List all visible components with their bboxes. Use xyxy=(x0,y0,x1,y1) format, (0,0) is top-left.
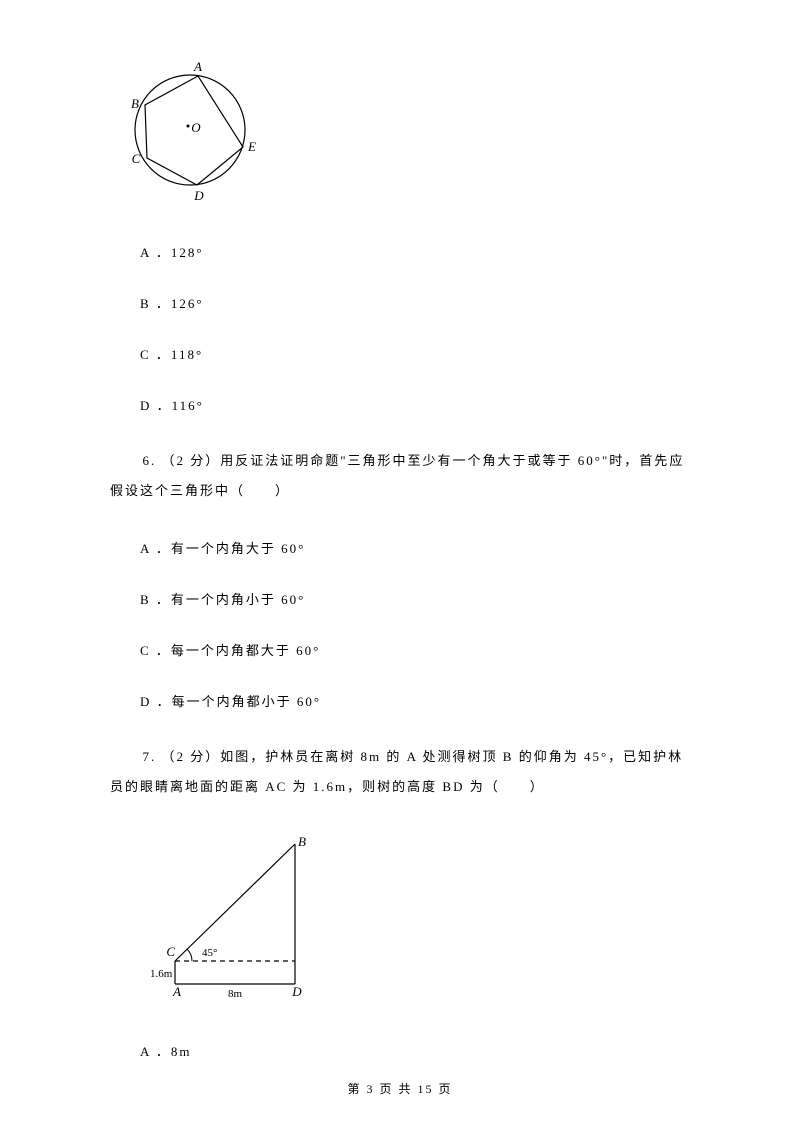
page-footer: 第 3 页 共 15 页 xyxy=(0,1080,800,1097)
option-6-A: A ．有一个内角大于 60° xyxy=(140,538,690,557)
label-width: 8m xyxy=(228,988,243,1000)
option-5-C: C ．118° xyxy=(140,344,690,363)
figure-5-pentagon-circle: A B C D E O xyxy=(110,50,690,210)
label-angle: 45° xyxy=(202,947,217,959)
question-7: 7. （2 分）如图，护林员在离树 8m 的 A 处测得树顶 B 的仰角为 45… xyxy=(110,742,690,802)
label-D: D xyxy=(291,984,302,999)
label-E: E xyxy=(247,139,256,154)
question-6: 6. （2 分）用反证法证明命题"三角形中至少有一个角大于或等于 60°"时，首… xyxy=(110,446,690,506)
option-5-B: B ．126° xyxy=(140,293,690,312)
figure-7-triangle: 45° C B 1.6m A 8m D xyxy=(140,834,690,1009)
pentagon-circle-svg: A B C D E O xyxy=(110,50,270,205)
label-A: A xyxy=(172,984,181,999)
option-5-D: D ．116° xyxy=(140,395,690,414)
label-B: B xyxy=(131,96,139,111)
triangle-svg: 45° C B 1.6m A 8m D xyxy=(140,834,320,1004)
label-O: O xyxy=(191,120,201,135)
label-C: C xyxy=(166,944,175,959)
label-C: C xyxy=(132,151,141,166)
label-D: D xyxy=(193,188,204,203)
option-5-A: A ．128° xyxy=(140,242,690,261)
option-6-C: C ．每一个内角都大于 60° xyxy=(140,640,690,659)
option-6-D: D ．每一个内角都小于 60° xyxy=(140,691,690,710)
option-7-A: A ．8m xyxy=(140,1041,690,1060)
label-B: B xyxy=(298,834,306,849)
option-6-B: B ．有一个内角小于 60° xyxy=(140,589,690,608)
label-height: 1.6m xyxy=(150,968,173,980)
label-A: A xyxy=(193,59,202,74)
